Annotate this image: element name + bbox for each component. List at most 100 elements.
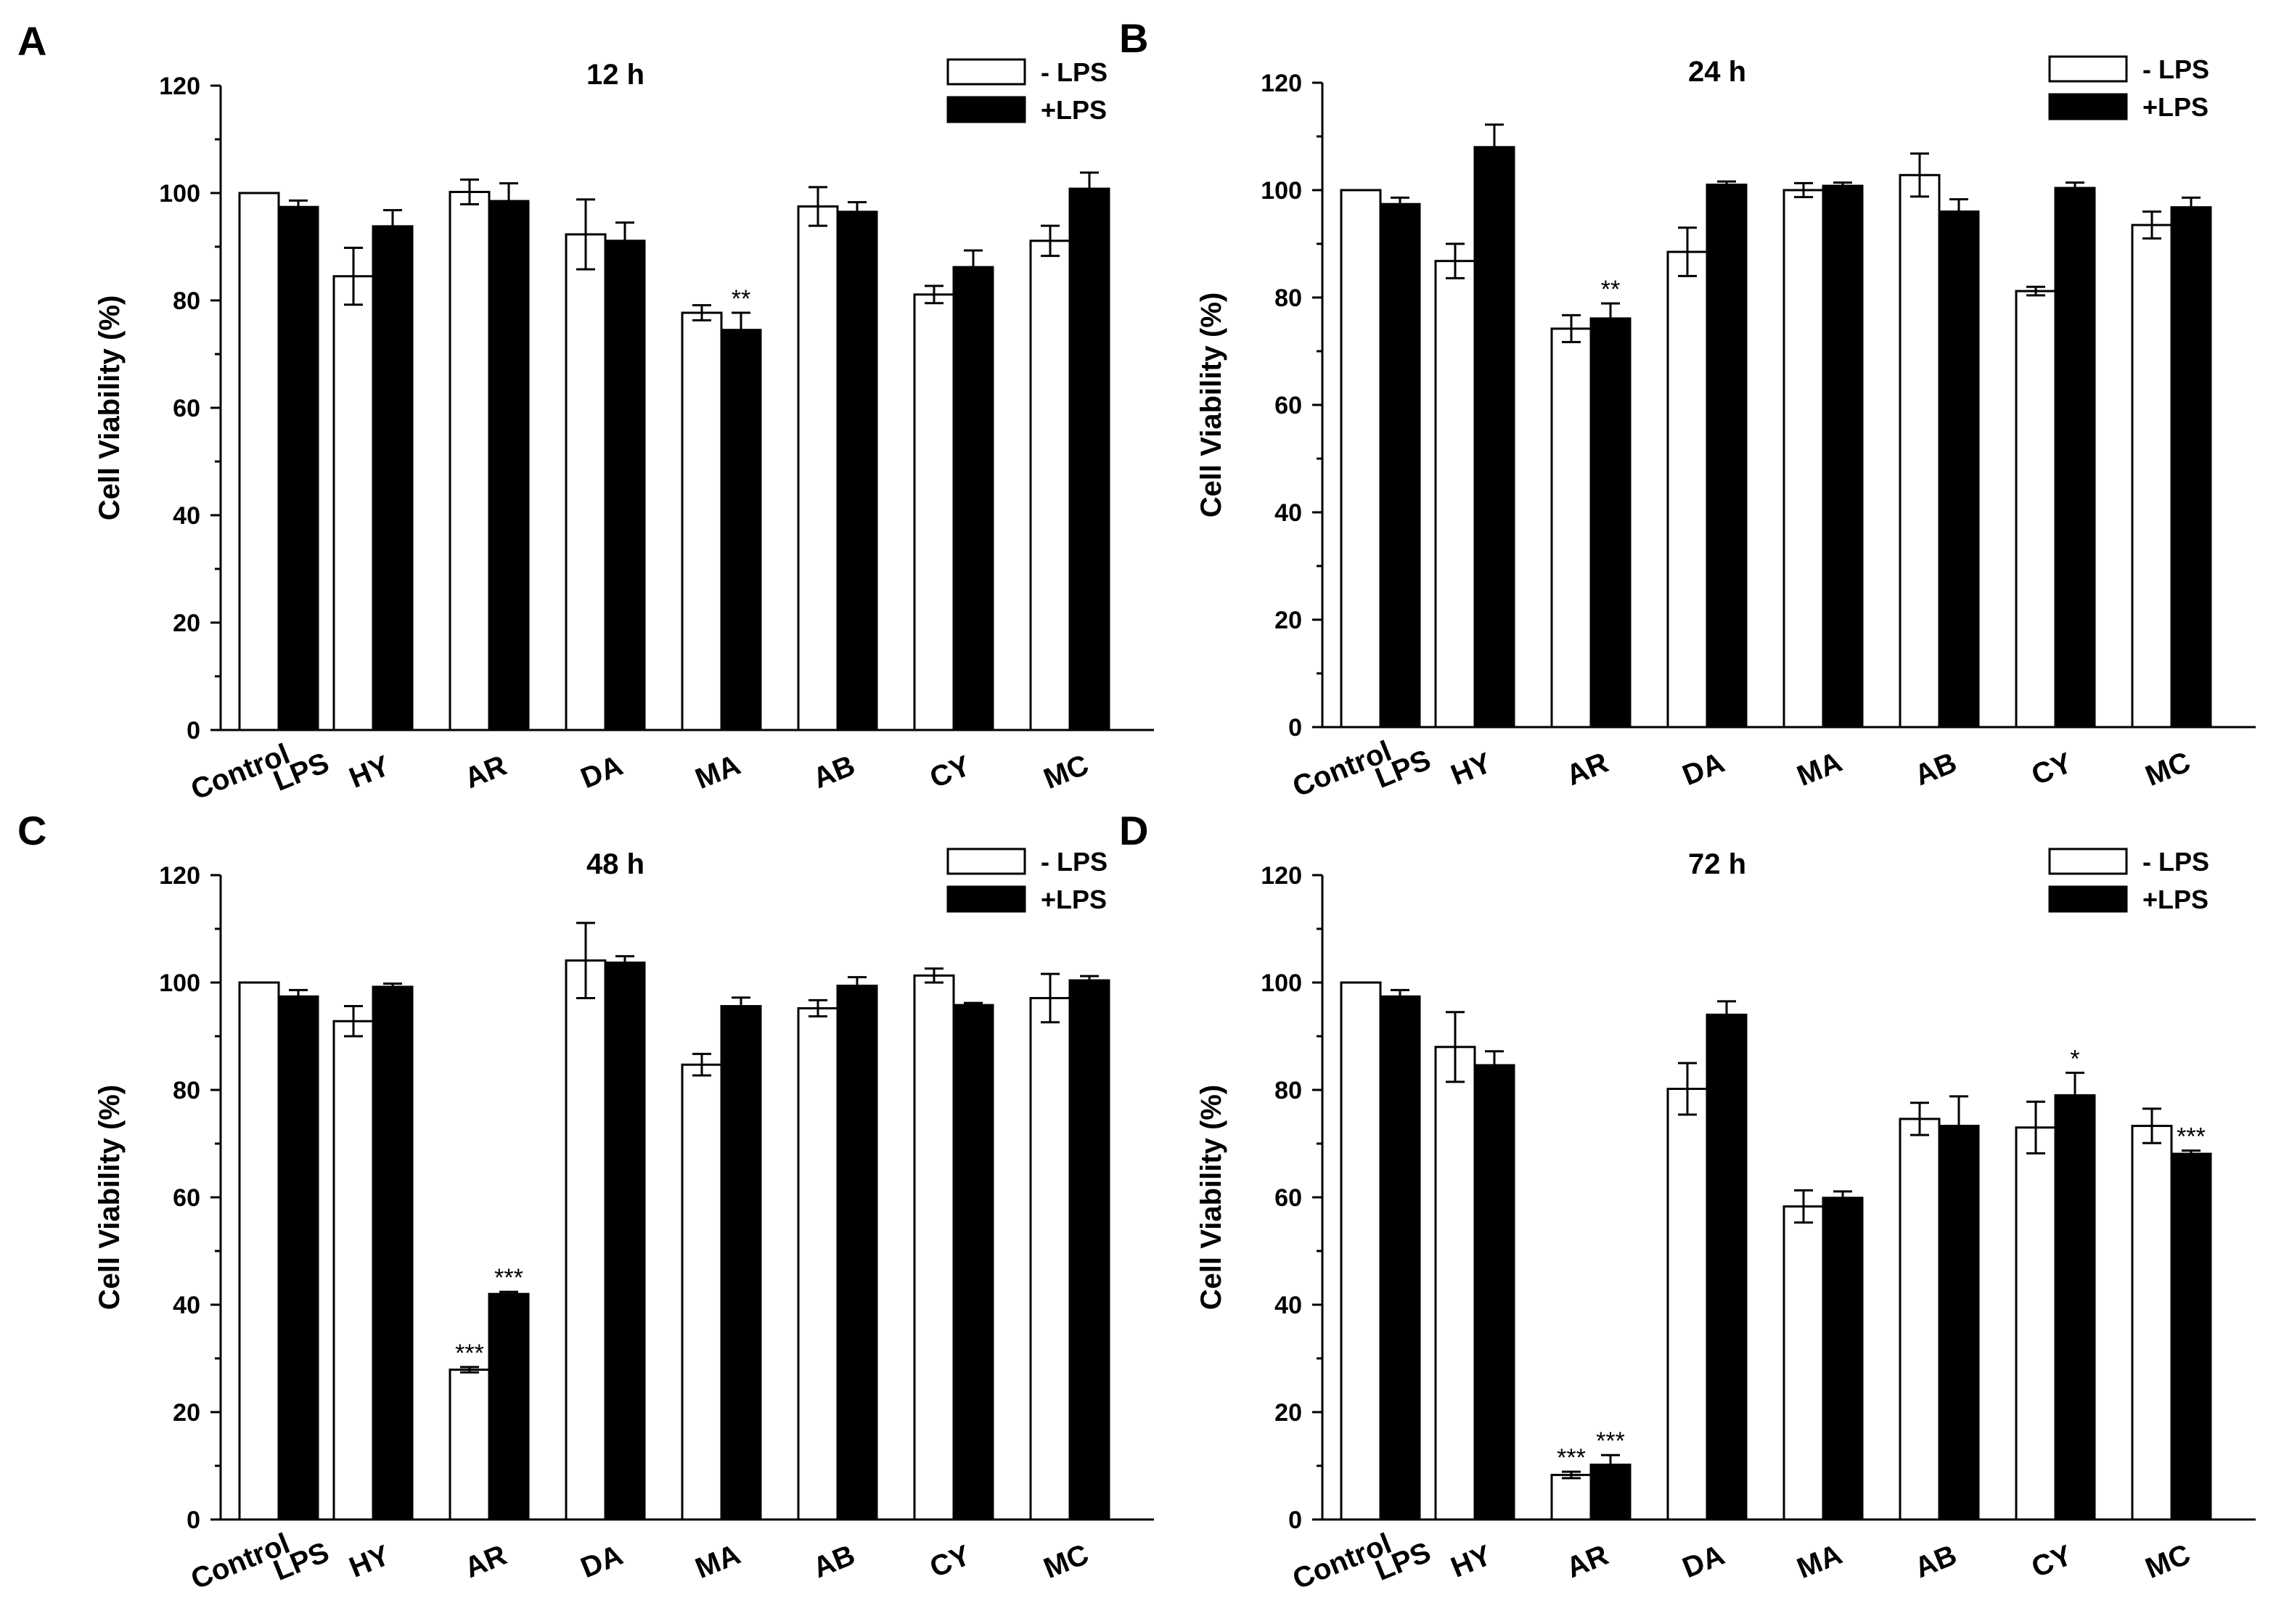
bar-minus-lps (565, 233, 607, 731)
legend-label: - LPS (1041, 847, 1108, 877)
significance-marker: * (2070, 1045, 2079, 1073)
legend-swatch (946, 848, 1026, 875)
chart-title: 24 h (1688, 56, 1746, 88)
x-tick-label: MC (1039, 1538, 1093, 1585)
y-tick-label: 80 (1274, 284, 1302, 312)
x-tick-label: AR (460, 750, 511, 795)
bar-minus-lps (238, 192, 280, 731)
bar-plus-lps (604, 961, 646, 1521)
y-tick-label: 80 (173, 287, 200, 315)
legend-label: +LPS (2142, 92, 2209, 122)
x-tick-label: MA (691, 1538, 745, 1585)
significance-marker: ** (1601, 276, 1620, 303)
bar-plus-lps (836, 984, 878, 1521)
chart-title: 72 h (1688, 848, 1746, 880)
bar-minus-lps (1029, 239, 1071, 731)
x-tick-label: AB (1910, 747, 1961, 792)
bar-minus-lps (449, 191, 491, 731)
legend-label: - LPS (2142, 54, 2209, 84)
significance-marker: *** (1557, 1444, 1586, 1472)
panel-letter: B (1119, 15, 1148, 61)
y-tick-label: 0 (187, 1506, 200, 1534)
bar-minus-lps (1340, 981, 1382, 1521)
x-tick-label: MC (2141, 1538, 2195, 1585)
bar-minus-lps (1550, 327, 1592, 729)
bar-plus-lps (1822, 184, 1864, 729)
legend-swatch (946, 96, 1026, 123)
x-tick-label: HY (1446, 747, 1496, 792)
y-tick-label: 80 (1274, 1077, 1302, 1104)
bar-minus-lps (2131, 1125, 2173, 1521)
bar-plus-lps (720, 329, 762, 731)
y-axis-label: Cell Viability (%) (94, 1085, 126, 1310)
bar-plus-lps (1379, 995, 1421, 1521)
bar-plus-lps (1068, 979, 1110, 1521)
bar-plus-lps (488, 200, 530, 731)
bar-minus-lps (1029, 996, 1071, 1521)
x-tick-label: DA (1678, 1539, 1729, 1584)
x-tick-label: CY (925, 750, 975, 795)
bar-minus-lps (1550, 1474, 1592, 1521)
legend-label: - LPS (2142, 847, 2209, 877)
significance-marker: *** (455, 1340, 484, 1367)
bar-minus-lps (449, 1369, 491, 1521)
bar-plus-lps (1938, 1125, 1980, 1521)
legend-label: - LPS (1041, 57, 1108, 87)
bar-plus-lps (836, 210, 878, 731)
y-tick-label: 20 (1274, 607, 1302, 634)
y-tick-label: 40 (173, 1292, 200, 1319)
significance-marker: *** (2177, 1123, 2206, 1151)
y-axis-label: Cell Viability (%) (94, 295, 126, 520)
x-tick-label: DA (1678, 747, 1729, 792)
x-tick-label: AR (460, 1539, 511, 1584)
x-tick-label: MC (1039, 749, 1093, 795)
x-tick-label: AR (1562, 747, 1613, 792)
y-tick-label: 20 (1274, 1399, 1302, 1427)
bar-minus-lps (1434, 1046, 1476, 1521)
x-tick-label: MA (1793, 1538, 1846, 1585)
y-tick-label: 0 (187, 717, 200, 745)
bar-plus-lps (1589, 317, 1632, 729)
significance-marker: ** (732, 285, 750, 313)
x-tick-label: AR (1562, 1539, 1613, 1584)
bar-plus-lps (2170, 1152, 2212, 1521)
bar-plus-lps (952, 266, 994, 731)
significance-marker: *** (1596, 1427, 1625, 1455)
legend-swatch (2048, 93, 2128, 120)
bar-minus-lps (1899, 173, 1941, 729)
bar-minus-lps (1666, 1088, 1708, 1521)
y-axis-label: Cell Viability (%) (1195, 292, 1227, 517)
bar-plus-lps (277, 205, 319, 731)
bar-minus-lps (1899, 1117, 1941, 1521)
y-tick-label: 0 (1288, 1506, 1302, 1534)
x-tick-label: AB (1910, 1539, 1961, 1584)
bar-minus-lps (2015, 1126, 2057, 1521)
legend-swatch (946, 58, 1026, 86)
panel-letter: C (17, 808, 46, 853)
bar-plus-lps (1473, 1064, 1515, 1521)
y-tick-label: 40 (173, 502, 200, 530)
y-tick-label: 80 (173, 1077, 200, 1104)
bar-minus-lps (565, 959, 607, 1521)
bar-plus-lps (1822, 1197, 1864, 1521)
bar-minus-lps (238, 981, 280, 1521)
legend-swatch (946, 885, 1026, 913)
bar-minus-lps (681, 311, 723, 731)
bar-minus-lps (1340, 189, 1382, 729)
bar-plus-lps (604, 239, 646, 731)
bar-plus-lps (1379, 202, 1421, 729)
bar-minus-lps (1666, 250, 1708, 729)
y-tick-label: 100 (1261, 177, 1302, 205)
bar-minus-lps (1782, 1205, 1825, 1521)
y-tick-label: 40 (1274, 499, 1302, 527)
legend-swatch (2048, 885, 2128, 913)
y-tick-label: 120 (1261, 862, 1302, 890)
y-tick-label: 20 (173, 1399, 200, 1427)
y-tick-label: 120 (1261, 70, 1302, 97)
legend-swatch (2048, 848, 2128, 875)
bar-plus-lps (1473, 146, 1515, 729)
bar-plus-lps (372, 985, 414, 1521)
x-tick-label: AB (809, 750, 859, 795)
